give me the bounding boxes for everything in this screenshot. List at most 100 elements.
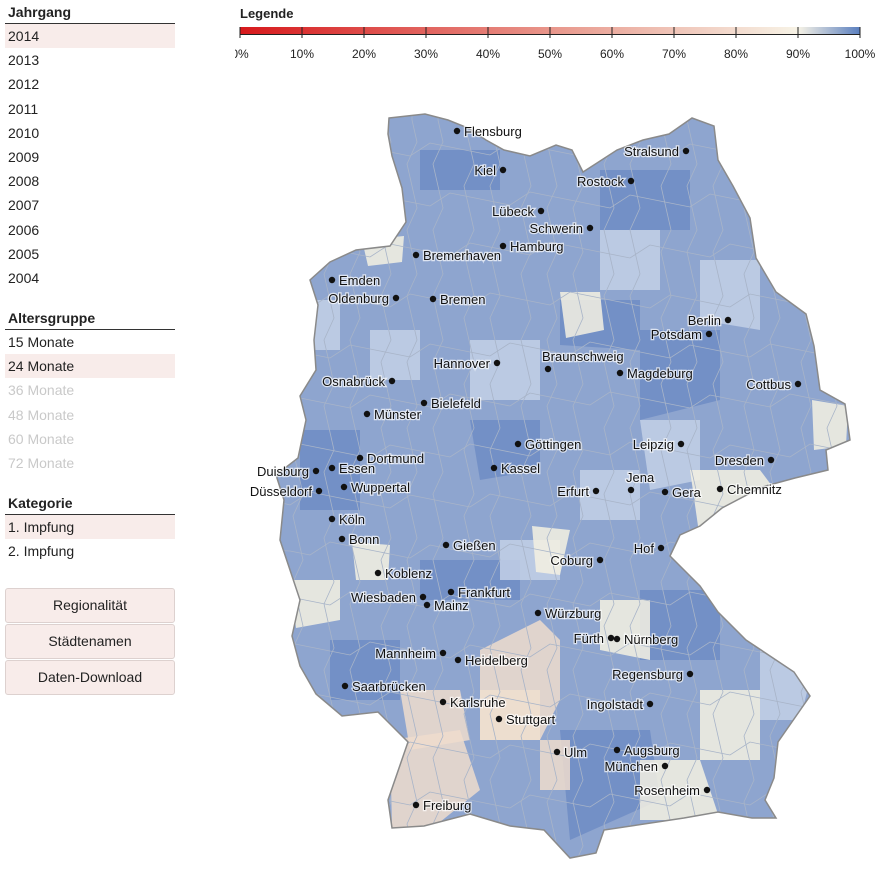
city-marker-regensburg[interactable] — [686, 670, 694, 678]
city-marker-koeln[interactable] — [328, 515, 336, 523]
city-marker-potsdam[interactable] — [705, 330, 713, 338]
city-marker-gera[interactable] — [661, 488, 669, 496]
city-marker-erfurt[interactable] — [592, 487, 600, 495]
city-marker-mannheim[interactable] — [439, 649, 447, 657]
city-marker-duesseldorf[interactable] — [315, 487, 323, 495]
jahrgang-option[interactable]: 2012 — [8, 76, 40, 93]
city-label-rosenheim: Rosenheim — [634, 783, 700, 798]
city-marker-rosenheim[interactable] — [703, 786, 711, 794]
regionalitaet-button[interactable]: Regionalität — [5, 587, 175, 623]
city-marker-saarbruecken[interactable] — [341, 682, 349, 690]
city-marker-rostock[interactable] — [627, 177, 635, 185]
city-marker-dresden[interactable] — [767, 456, 775, 464]
country-outline — [275, 113, 851, 859]
city-marker-bielefeld[interactable] — [420, 399, 428, 407]
city-marker-wuerzburg[interactable] — [534, 609, 542, 617]
city-marker-muenchen[interactable] — [661, 762, 669, 770]
city-label-heidelberg: Heidelberg — [465, 653, 528, 668]
region-pale — [700, 690, 760, 760]
city-label-giessen: Gießen — [453, 538, 496, 553]
region-light — [470, 340, 540, 400]
city-marker-bremen[interactable] — [429, 295, 437, 303]
city-marker-goettingen[interactable] — [514, 440, 522, 448]
jahrgang-option[interactable]: 2013 — [8, 52, 40, 69]
city-label-ingolstadt: Ingolstadt — [587, 697, 644, 712]
city-marker-frankfurt[interactable] — [447, 588, 455, 596]
city-marker-dortmund[interactable] — [356, 454, 364, 462]
altersgruppe-option[interactable]: 15 Monate — [8, 334, 75, 351]
city-marker-augsburg[interactable] — [613, 746, 621, 754]
city-marker-essen[interactable] — [328, 464, 336, 472]
city-label-kiel: Kiel — [474, 163, 496, 178]
city-marker-freiburg[interactable] — [412, 801, 420, 809]
jahrgang-option[interactable]: 2005 — [8, 245, 40, 262]
city-marker-chemnitz[interactable] — [716, 485, 724, 493]
city-marker-koblenz[interactable] — [374, 569, 382, 577]
city-marker-berlin[interactable] — [724, 316, 732, 324]
city-marker-wiesbaden[interactable] — [419, 593, 427, 601]
kategorie-option[interactable]: 2. Impfung — [8, 543, 75, 560]
city-marker-bremerhaven[interactable] — [412, 251, 420, 259]
city-marker-kiel[interactable] — [499, 166, 507, 174]
altersgruppe-option: 72 Monate — [8, 455, 75, 471]
city-label-mainz: Mainz — [434, 598, 469, 613]
city-marker-hannover[interactable] — [493, 359, 501, 367]
city-marker-stralsund[interactable] — [682, 147, 690, 155]
city-marker-stuttgart[interactable] — [495, 715, 503, 723]
altersgruppe-option[interactable]: 24 Monate — [5, 354, 175, 379]
city-marker-muenster[interactable] — [363, 410, 371, 418]
city-label-oldenburg: Oldenburg — [328, 291, 389, 306]
city-marker-osnabrueck[interactable] — [388, 377, 396, 385]
city-marker-giessen[interactable] — [442, 541, 450, 549]
city-marker-mainz[interactable] — [423, 601, 431, 609]
jahrgang-option[interactable]: 2006 — [8, 221, 40, 238]
jahrgang-option[interactable]: 2008 — [8, 173, 40, 190]
region-pale — [290, 580, 340, 628]
jahrgang-group: Jahrgang 2014 2013 2012 2011 2010 2009 2008 200… — [5, 0, 175, 290]
jahrgang-option[interactable]: 2004 — [8, 269, 40, 286]
region-dark — [640, 590, 720, 660]
jahrgang-option[interactable]: 2014 — [5, 24, 175, 49]
sidebar: Jahrgang 2014 2013 2012 2011 2010 2009 2008 200… — [5, 0, 175, 696]
city-marker-leipzig[interactable] — [677, 440, 685, 448]
city-marker-jena[interactable] — [627, 486, 635, 494]
city-label-karlsruhe: Karlsruhe — [450, 695, 506, 710]
city-marker-magdeburg[interactable] — [616, 369, 624, 377]
region-pale — [532, 526, 570, 575]
city-marker-karlsruhe[interactable] — [439, 698, 447, 706]
city-marker-wuppertal[interactable] — [340, 483, 348, 491]
staedtenamen-button[interactable]: Städtenamen — [5, 623, 175, 659]
city-marker-kassel[interactable] — [490, 464, 498, 472]
city-label-berlin: Berlin — [688, 313, 721, 328]
city-marker-schwerin[interactable] — [586, 224, 594, 232]
city-marker-flensburg[interactable] — [453, 127, 461, 135]
city-marker-bonn[interactable] — [338, 535, 346, 543]
jahrgang-option[interactable]: 2009 — [8, 148, 40, 165]
city-marker-ulm[interactable] — [553, 748, 561, 756]
jahrgang-option[interactable]: 2007 — [8, 197, 40, 214]
city-label-chemnitz: Chemnitz — [727, 482, 782, 497]
city-marker-braunschweig[interactable] — [544, 365, 552, 373]
city-label-dresden: Dresden — [715, 453, 764, 468]
city-marker-ingolstadt[interactable] — [646, 700, 654, 708]
city-marker-luebeck[interactable] — [537, 207, 545, 215]
city-marker-heidelberg[interactable] — [454, 656, 462, 664]
city-marker-coburg[interactable] — [596, 556, 604, 564]
jahrgang-option[interactable]: 2010 — [8, 124, 40, 141]
city-marker-hof[interactable] — [657, 544, 665, 552]
altersgruppe-title: Altersgruppe — [5, 306, 175, 331]
city-marker-oldenburg[interactable] — [392, 294, 400, 302]
region-warm — [390, 730, 480, 830]
daten-download-button[interactable]: Daten-Download — [5, 659, 175, 695]
city-marker-duisburg[interactable] — [312, 467, 320, 475]
city-marker-cottbus[interactable] — [794, 380, 802, 388]
kategorie-option[interactable]: 1. Impfung — [5, 515, 175, 540]
city-label-cottbus: Cottbus — [746, 377, 791, 392]
city-marker-fuerth[interactable] — [607, 634, 615, 642]
jahrgang-option[interactable]: 2011 — [8, 100, 39, 117]
city-marker-hamburg[interactable] — [499, 242, 507, 250]
altersgruppe-option: 60 Monate — [8, 430, 75, 447]
city-marker-nuernberg[interactable] — [613, 635, 621, 643]
city-marker-emden[interactable] — [328, 276, 336, 284]
